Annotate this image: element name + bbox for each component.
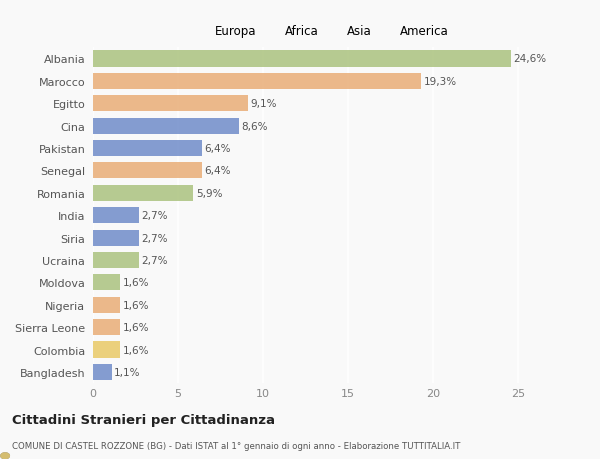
Bar <box>93 230 139 246</box>
Text: COMUNE DI CASTEL ROZZONE (BG) - Dati ISTAT al 1° gennaio di ogni anno - Elaboraz: COMUNE DI CASTEL ROZZONE (BG) - Dati IST… <box>12 441 460 450</box>
Bar <box>93 274 120 291</box>
Text: 9,1%: 9,1% <box>250 99 277 109</box>
Text: 1,6%: 1,6% <box>123 278 149 288</box>
Bar <box>93 140 202 157</box>
Text: 2,7%: 2,7% <box>142 255 168 265</box>
Text: 8,6%: 8,6% <box>242 121 268 131</box>
Bar <box>93 207 139 224</box>
Text: Cittadini Stranieri per Cittadinanza: Cittadini Stranieri per Cittadinanza <box>12 413 275 426</box>
Bar <box>93 118 239 134</box>
Bar <box>93 364 112 380</box>
Legend: Europa, Africa, Asia, America: Europa, Africa, Asia, America <box>191 21 454 43</box>
Text: 6,4%: 6,4% <box>205 144 231 154</box>
Bar <box>93 73 421 90</box>
Text: 6,4%: 6,4% <box>205 166 231 176</box>
Text: 1,6%: 1,6% <box>123 300 149 310</box>
Text: 1,6%: 1,6% <box>123 345 149 355</box>
Text: 2,7%: 2,7% <box>142 211 168 221</box>
Bar <box>93 319 120 336</box>
Text: 1,1%: 1,1% <box>114 367 141 377</box>
Text: 2,7%: 2,7% <box>142 233 168 243</box>
Text: 24,6%: 24,6% <box>514 54 547 64</box>
Bar <box>93 297 120 313</box>
Text: 5,9%: 5,9% <box>196 188 223 198</box>
Text: 1,6%: 1,6% <box>123 322 149 332</box>
Bar <box>93 185 193 202</box>
Bar <box>93 163 202 179</box>
Bar <box>93 51 511 67</box>
Bar <box>93 341 120 358</box>
Text: 19,3%: 19,3% <box>424 77 457 87</box>
Bar <box>93 252 139 269</box>
Bar <box>93 96 248 112</box>
